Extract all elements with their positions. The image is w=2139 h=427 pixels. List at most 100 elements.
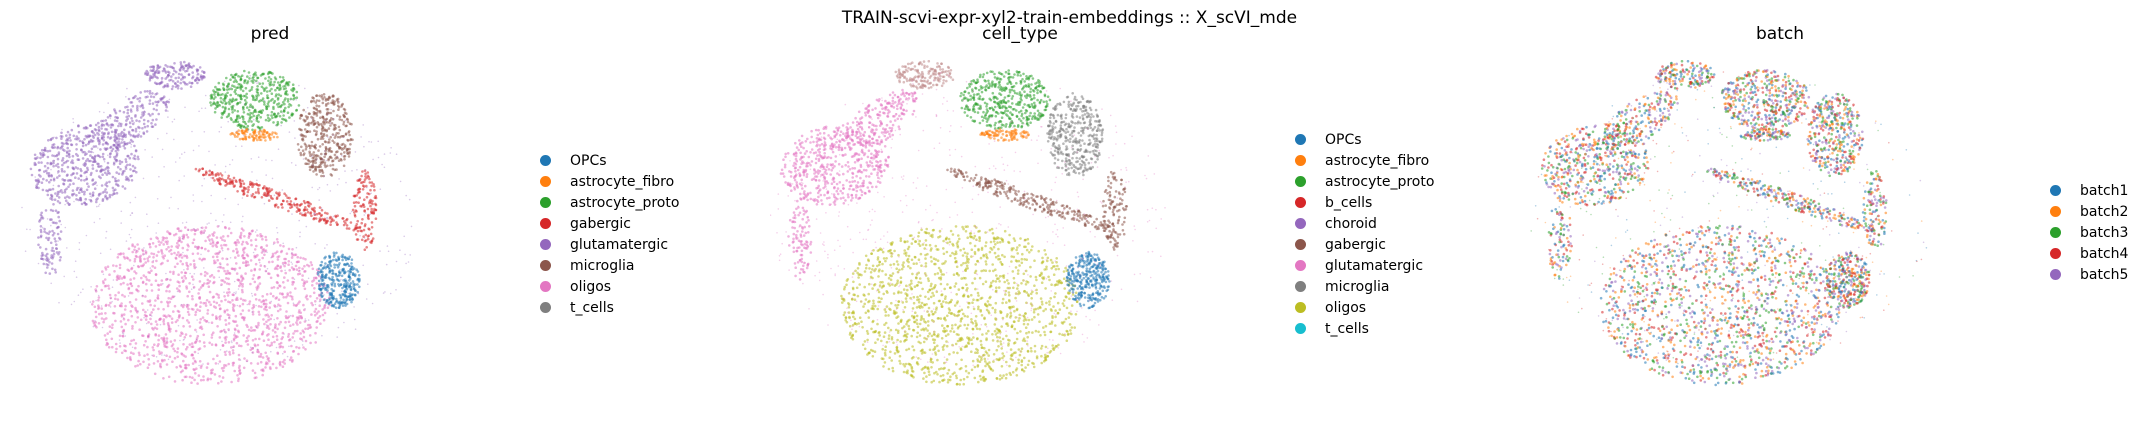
- legend-item: OPCs: [1295, 129, 1434, 150]
- cluster-astro: [209, 69, 301, 132]
- cluster-glut2: [840, 88, 918, 149]
- legend-marker: [540, 197, 551, 208]
- cluster-astrof: [1739, 128, 1791, 142]
- cluster-glut: [29, 123, 140, 206]
- legend-item: glutamatergic: [540, 234, 679, 255]
- legend-item: batch4: [2050, 243, 2128, 264]
- legend-label: oligos: [570, 278, 612, 295]
- legend-marker: [1295, 239, 1306, 250]
- cluster-right: [1101, 170, 1128, 251]
- cluster-glut: [779, 124, 890, 206]
- legend-marker: [2050, 206, 2061, 217]
- cluster-astrof: [979, 127, 1030, 142]
- legend-item: astrocyte_fibro: [540, 171, 679, 192]
- legend-marker: [540, 176, 551, 187]
- legend-item: oligos: [540, 276, 679, 297]
- legend-label: b_cells: [1325, 194, 1373, 211]
- legend-cell-type: OPCs astrocyte_fibro astrocyte_proto b_cell…: [1295, 129, 1434, 339]
- legend-marker: [1295, 176, 1306, 187]
- legend-item: batch3: [2050, 222, 2128, 243]
- cluster-purpleTop: [894, 60, 955, 90]
- cluster-astrof: [229, 128, 279, 142]
- legend-label: oligos: [1325, 299, 1367, 316]
- cluster-astro: [1720, 68, 1811, 131]
- cluster-opc: [316, 251, 361, 310]
- legend-item: microglia: [540, 255, 679, 276]
- legend-marker: [540, 281, 551, 292]
- legend-label: astrocyte_fibro: [1325, 152, 1430, 169]
- legend-item: glutamatergic: [1295, 255, 1434, 276]
- legend-item: batch2: [2050, 201, 2128, 222]
- cluster-streak: [194, 167, 366, 233]
- legend-batch: batch1 batch2 batch3 batch4 batch5: [2050, 180, 2128, 285]
- legend-marker: [540, 239, 551, 250]
- panel-title: pred: [250, 24, 290, 44]
- legend-item: oligos: [1295, 297, 1434, 318]
- cluster-scatter: [770, 71, 1166, 367]
- legend-label: microglia: [570, 257, 635, 274]
- legend-item: batch5: [2050, 264, 2128, 285]
- scatter-plot: [1530, 60, 1928, 387]
- legend-label: gabergic: [570, 215, 631, 232]
- legend-label: OPCs: [1325, 131, 1362, 148]
- legend-marker: [1295, 218, 1306, 229]
- legend-item: gabergic: [1295, 234, 1434, 255]
- legend-marker: [1295, 134, 1306, 145]
- legend-marker: [1295, 302, 1306, 313]
- legend-label: t_cells: [1325, 320, 1369, 337]
- cluster-glut2: [89, 89, 170, 150]
- cluster-scatter: [21, 74, 413, 367]
- legend-marker: [2050, 227, 2061, 238]
- legend-item: t_cells: [1295, 318, 1434, 339]
- cluster-opc: [1065, 250, 1111, 310]
- cluster-right: [351, 169, 378, 251]
- cluster-oligo: [840, 224, 1079, 386]
- legend-label: glutamatergic: [1325, 257, 1424, 274]
- legend-item: OPCs: [540, 150, 679, 171]
- legend-marker: [1295, 260, 1306, 271]
- cluster-leftArm: [37, 203, 63, 275]
- legend-item: t_cells: [540, 297, 679, 318]
- legend-marker: [1295, 197, 1306, 208]
- scatter-plot: [770, 60, 1166, 386]
- cluster-glut: [1540, 123, 1650, 207]
- legend-label: batch3: [2080, 224, 2129, 241]
- legend-label: microglia: [1325, 278, 1390, 295]
- legend-marker: [2050, 248, 2061, 259]
- cluster-micro: [1806, 92, 1865, 178]
- cluster-right: [1861, 170, 1888, 247]
- legend-item: astrocyte_proto: [540, 192, 679, 213]
- legend-marker: [2050, 269, 2061, 280]
- legend-marker: [540, 155, 551, 166]
- cluster-leftArm: [1547, 199, 1573, 280]
- legend-marker: [540, 218, 551, 229]
- legend-item: choroid: [1295, 213, 1434, 234]
- figure-title: TRAIN-scvi-expr-xyl2-train-embeddings ::…: [841, 8, 1298, 28]
- legend-item: astrocyte_fibro: [1295, 150, 1434, 171]
- legend-item: astrocyte_proto: [1295, 171, 1434, 192]
- cluster-glut2: [1602, 90, 1679, 151]
- cluster-purpleTop: [144, 60, 206, 91]
- cluster-leftArm: [787, 199, 813, 281]
- cluster-purpleTop: [1654, 60, 1716, 90]
- cluster-oligo: [1599, 224, 1841, 387]
- legend-marker: [1295, 323, 1306, 334]
- legend-label: batch4: [2080, 245, 2129, 262]
- legend-label: batch1: [2080, 182, 2129, 199]
- legend-label: batch2: [2080, 203, 2129, 220]
- legend-marker: [1295, 155, 1306, 166]
- legend-label: astrocyte_fibro: [570, 173, 675, 190]
- legend-marker: [1295, 281, 1306, 292]
- legend-item: microglia: [1295, 276, 1434, 297]
- cluster-astro: [959, 69, 1052, 130]
- legend-label: OPCs: [570, 152, 607, 169]
- cluster-streak: [1706, 167, 1876, 233]
- scatter-plot: [21, 60, 413, 385]
- legend-label: gabergic: [1325, 236, 1386, 253]
- legend-label: astrocyte_proto: [1325, 173, 1435, 190]
- cluster-micro: [296, 93, 354, 178]
- legend-marker: [540, 302, 551, 313]
- legend-label: batch5: [2080, 266, 2129, 283]
- cluster-streak: [946, 167, 1115, 233]
